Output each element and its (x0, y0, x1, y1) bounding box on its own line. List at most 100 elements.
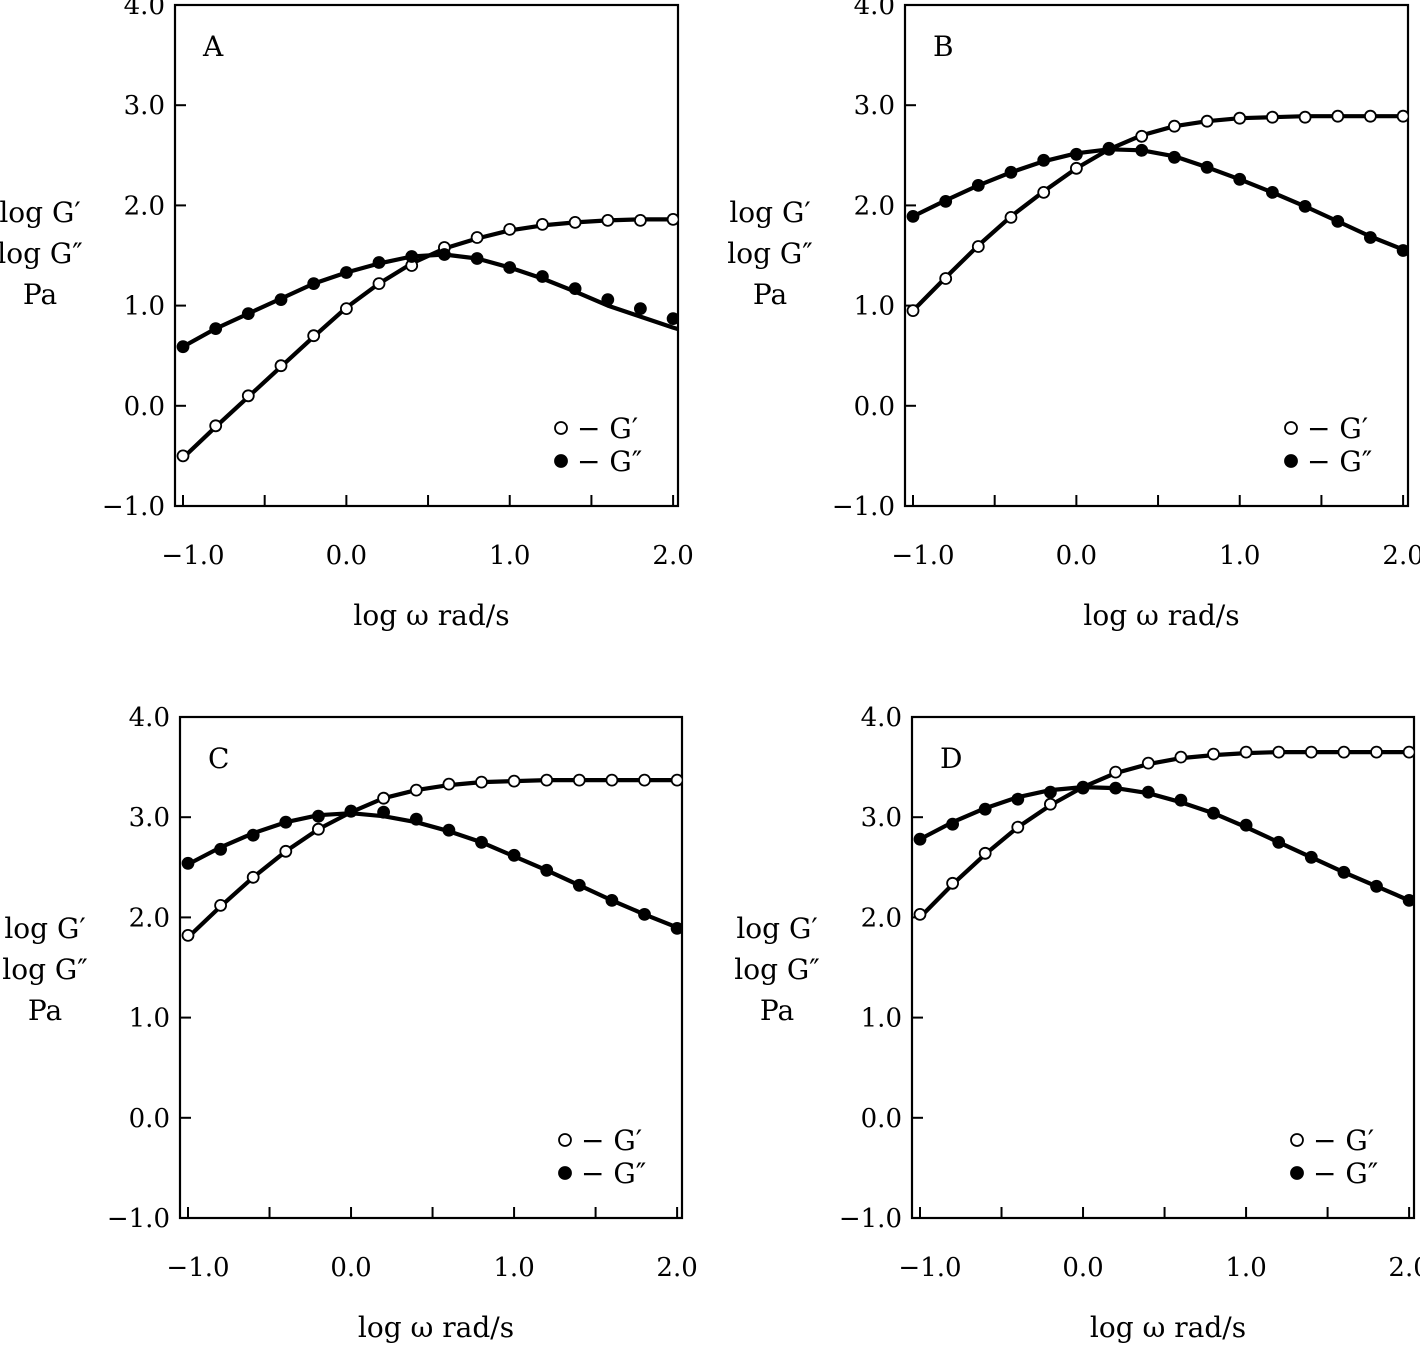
data-point-g-prime (1109, 765, 1122, 779)
data-point-g-prime (475, 775, 488, 789)
y-tick-label: 2.0 (861, 903, 902, 933)
data-point-g-double-prime (1004, 165, 1018, 179)
x-tick-label: 1.0 (1219, 541, 1260, 571)
chart-panel-a: −1.0 0.0 1.0 2.0 3.0 4.0 −1.0 0.0 1.0 2.0 log ω ra… (0, 0, 694, 632)
data-point-g-prime (246, 870, 260, 884)
legend: − G′− G″ (554, 412, 642, 478)
data-point-g-double-prime (1233, 172, 1247, 186)
fit-curve-g-double-prime (919, 785, 1414, 905)
data-point-g-double-prime (1037, 153, 1051, 167)
data-point-g-double-prime (1266, 185, 1279, 199)
y-axis-title-line: log G″ (734, 953, 819, 986)
panel-letter: B (933, 30, 954, 63)
data-point-g-prime (1044, 797, 1057, 811)
data-point-g-double-prime (1239, 818, 1253, 832)
data-point-g-prime (279, 844, 293, 858)
data-point-g-double-prime (1168, 150, 1181, 164)
y-tick-label: 2.0 (854, 191, 895, 221)
y-axis-title-line: Pa (753, 278, 787, 311)
x-tick-label: −1.0 (166, 1253, 229, 1283)
fit-curve-g-double-prime (912, 147, 1408, 254)
data-point-g-prime (634, 213, 647, 227)
x-tick-label: 1.0 (1225, 1253, 1266, 1283)
x-tick-label: 0.0 (330, 1253, 371, 1283)
data-point-g-prime (1402, 745, 1414, 759)
legend-marker-filled (1284, 454, 1298, 468)
data-point-g-double-prime (176, 340, 190, 354)
data-point-g-prime (1070, 161, 1083, 175)
data-point-g-prime (737, 775, 748, 786)
data-point-g-double-prime (1207, 806, 1220, 820)
data-point-g-prime (946, 876, 959, 890)
data-point-g-prime (503, 222, 517, 236)
y-tick-label: 4.0 (129, 703, 170, 733)
data-point-g-double-prime (405, 250, 419, 263)
data-point-g-double-prime (1174, 793, 1188, 807)
y-tick-label: 3.0 (124, 91, 165, 121)
data-point-g-prime (1141, 756, 1155, 770)
y-tick-label: 0.0 (861, 1104, 902, 1134)
data-point-g-prime (1207, 747, 1220, 761)
y-tick-label: 2.0 (124, 191, 165, 221)
plot-frame (903, 3, 1410, 508)
data-point-g-prime (442, 777, 456, 791)
data-point-g-double-prime (507, 848, 521, 862)
x-tick-label: 1.0 (493, 1253, 534, 1283)
legend-marker-filled (1290, 1166, 1304, 1180)
legend-label-g-prime: − G′ (577, 412, 638, 445)
y-axis-title-line: log G′ (4, 912, 85, 945)
data-point-g-prime (540, 773, 554, 787)
data-point-g-double-prime (1141, 785, 1155, 799)
plot-frame (178, 715, 684, 1220)
y-tick-label: 0.0 (854, 392, 895, 422)
y-axis-title: log G′ log G″ Pa (734, 912, 819, 1027)
data-point-g-double-prime (470, 252, 484, 265)
x-tick-label: −1.0 (898, 1253, 961, 1283)
y-tick-label: 4.0 (861, 703, 902, 733)
data-point-g-prime (1266, 110, 1279, 124)
data-point-g-double-prime (605, 894, 619, 907)
y-tick-label: 3.0 (129, 803, 170, 833)
legend: − G′− G″ (1290, 1124, 1378, 1190)
data-point-g-prime (409, 783, 423, 797)
data-point-g-double-prime (372, 256, 386, 269)
data-point-g-prime (1364, 109, 1377, 123)
data-point-g-prime (181, 929, 195, 942)
data-point-g-prime (372, 277, 386, 291)
data-point-g-double-prime (475, 835, 488, 849)
x-tick-label: 1.0 (489, 541, 530, 571)
y-axis-title-line: log G″ (0, 237, 83, 270)
legend-label-g-prime: − G′ (1313, 1124, 1374, 1157)
x-tick-label: −1.0 (891, 541, 954, 571)
x-axis-title: log ω rad/s (1090, 1311, 1246, 1344)
plot-frame (910, 715, 1416, 1220)
x-tick-label: 0.0 (326, 541, 367, 571)
y-axis-title-line: log G″ (727, 237, 812, 270)
legend-label-g-double-prime: − G″ (577, 445, 642, 478)
data-point-g-prime (572, 773, 586, 787)
data-point-g-double-prime (1337, 865, 1351, 879)
data-point-g-prime (1298, 110, 1312, 124)
y-tick-label: −1.0 (102, 492, 165, 522)
y-tick-label: 4.0 (124, 0, 165, 21)
data-point-g-double-prime (1272, 835, 1286, 849)
data-point-g-prime (1239, 745, 1253, 759)
y-tick-label: 1.0 (124, 292, 165, 322)
data-point-g-double-prime (978, 802, 992, 816)
data-point-g-double-prime (1070, 147, 1083, 161)
x-tick-label: 0.0 (1062, 1253, 1103, 1283)
y-tick-label: 3.0 (854, 91, 895, 121)
data-point-g-double-prime (670, 922, 682, 935)
data-point-g-prime (568, 215, 582, 229)
legend-marker-open (554, 421, 568, 435)
data-point-g-double-prime (274, 293, 288, 307)
y-tick-label: 4.0 (854, 0, 895, 21)
y-axis-title: log G′ log G″ Pa (727, 196, 812, 311)
x-tick-label: 2.0 (1388, 1253, 1420, 1283)
data-point-g-prime (1337, 745, 1351, 759)
data-point-g-prime (1370, 745, 1383, 759)
data-point-g-prime (913, 908, 927, 921)
data-point-g-double-prime (1370, 879, 1383, 893)
data-point-g-prime (638, 773, 651, 787)
data-point-g-prime (176, 449, 190, 463)
